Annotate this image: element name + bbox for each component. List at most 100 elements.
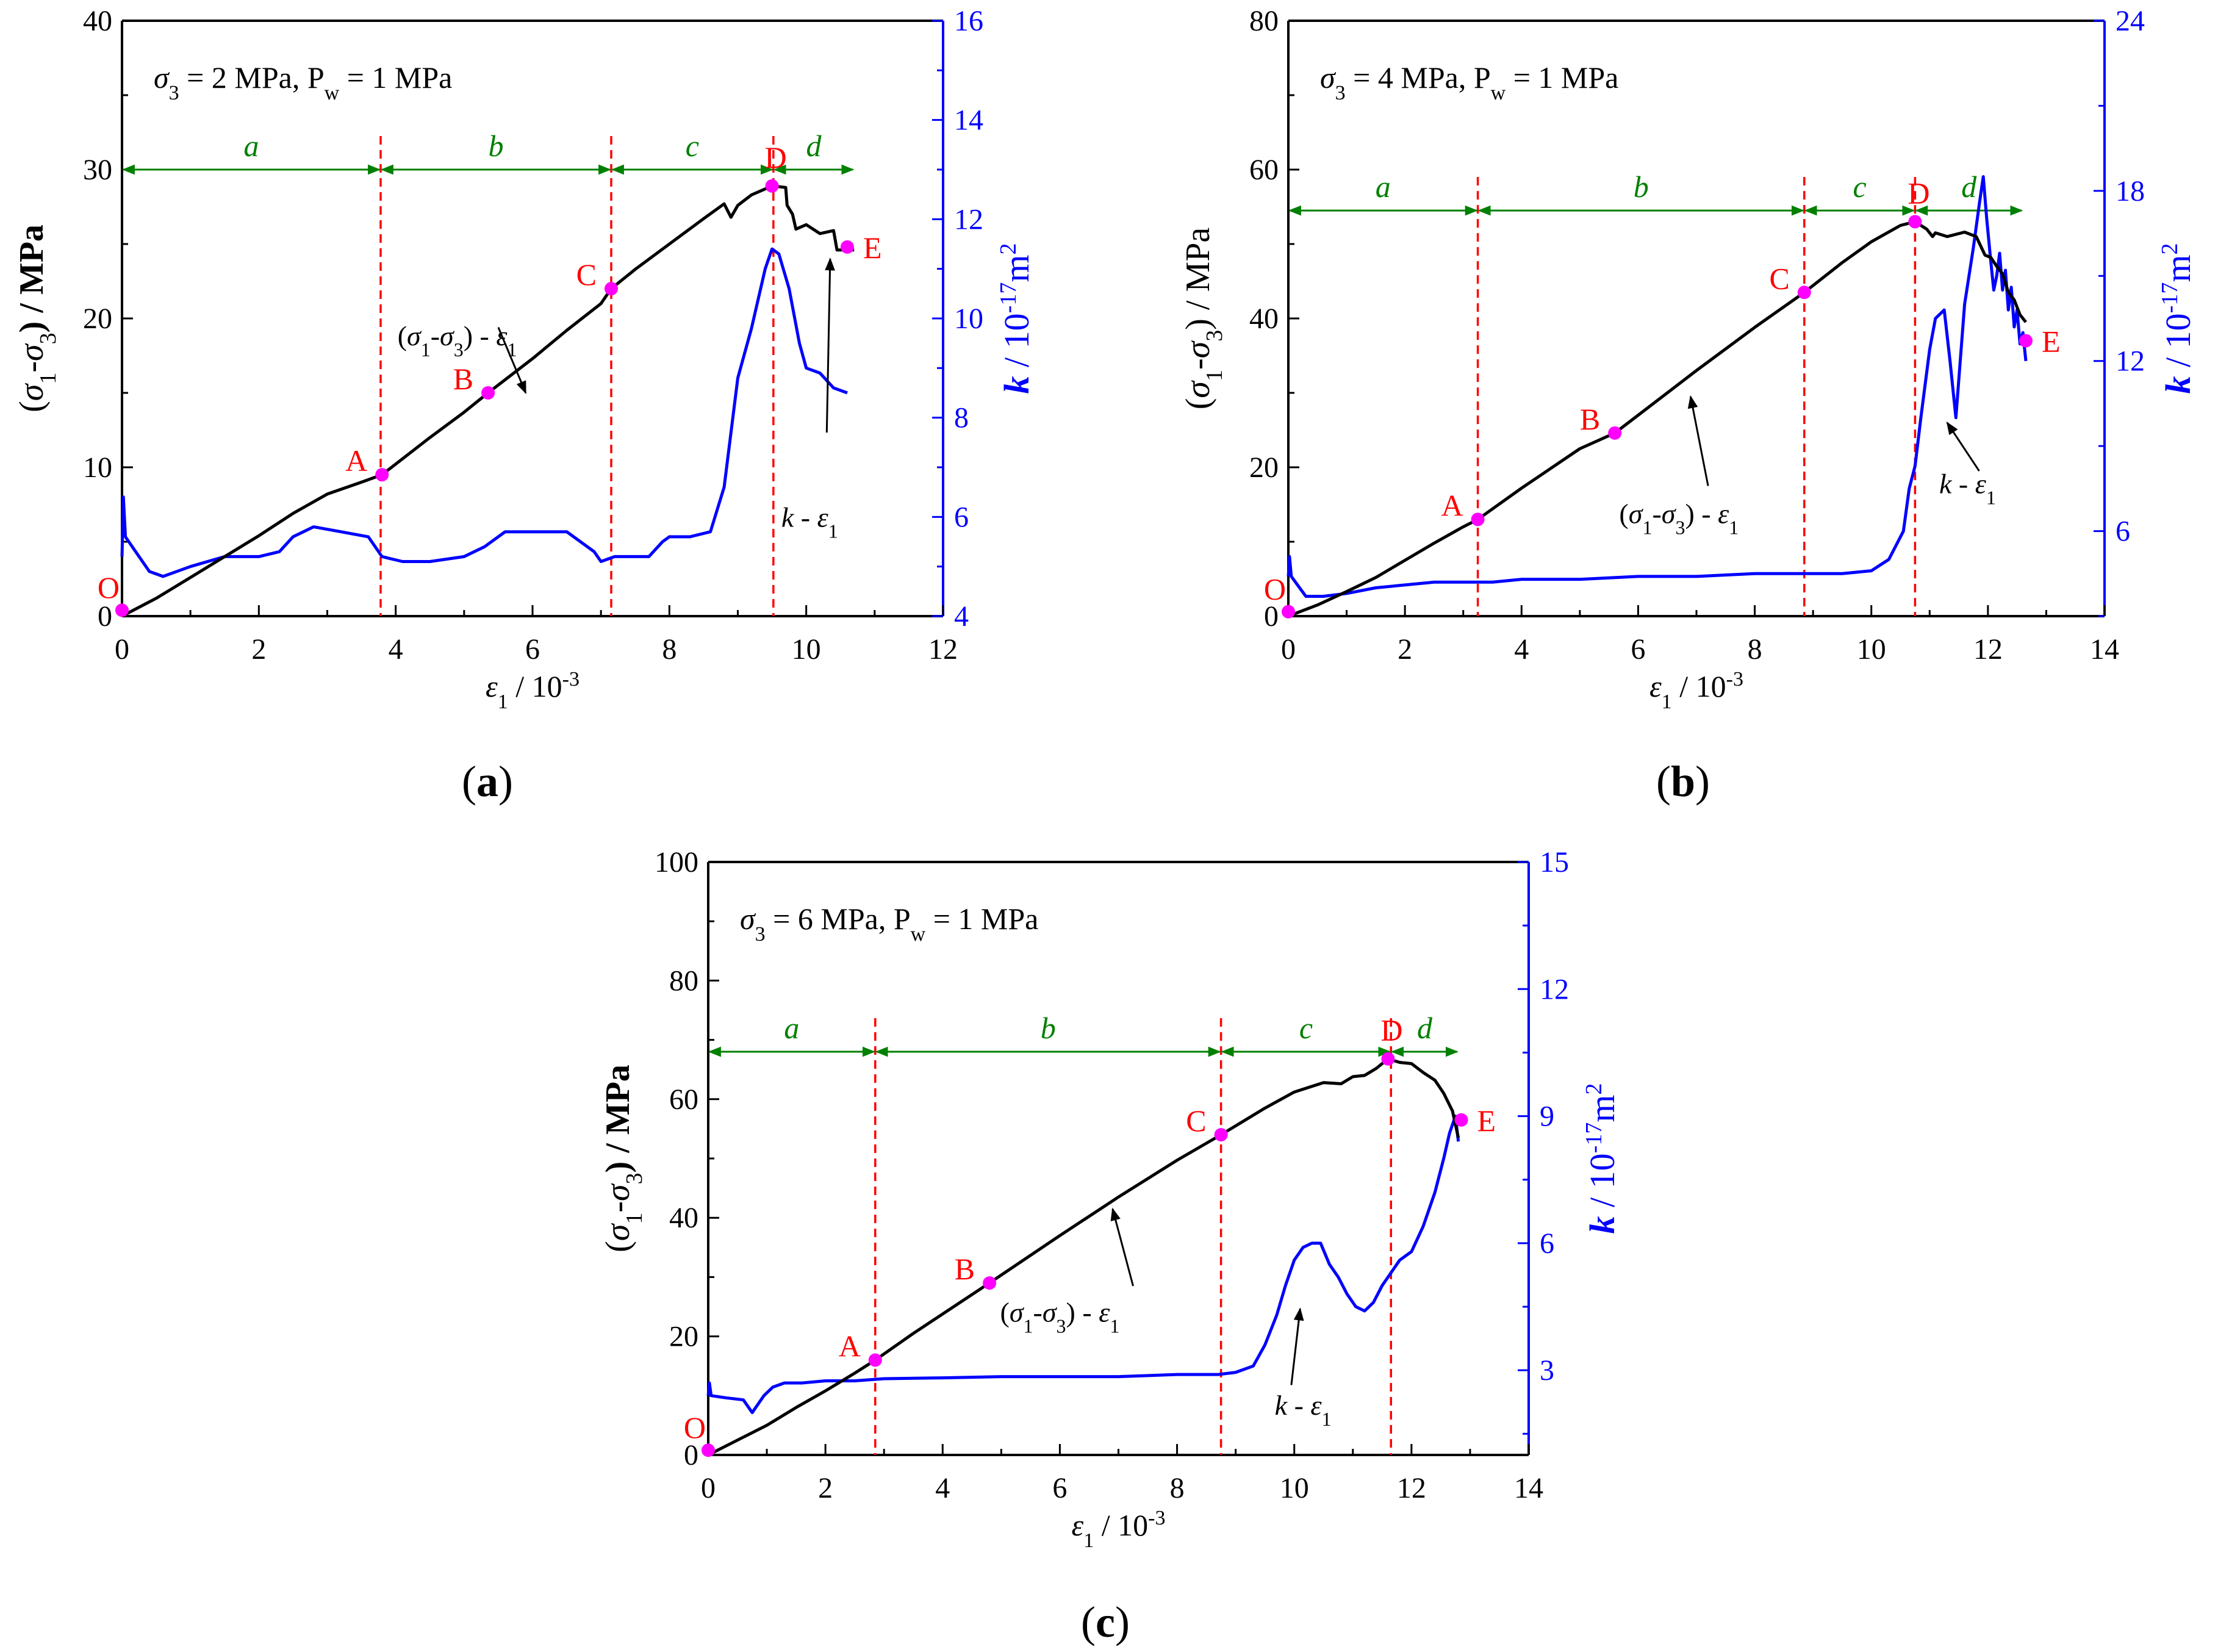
x-tick-label: 10 xyxy=(1280,1472,1309,1504)
x-axis-label: ε1 / 10-3 xyxy=(1072,1507,1166,1552)
y-left-tick-label: 10 xyxy=(83,451,112,484)
point-label-A: A xyxy=(345,444,367,478)
point-label-A: A xyxy=(1441,488,1463,522)
x-tick-label: 10 xyxy=(1857,633,1886,666)
point-marker-O xyxy=(702,1443,715,1457)
point-label-E: E xyxy=(2042,325,2061,359)
x-tick-label: 6 xyxy=(1631,633,1645,666)
y-right-tick-label: 15 xyxy=(1540,846,1569,878)
x-tick-label: 6 xyxy=(525,633,540,666)
chart-panel-c: 0 2 4 6 8 10 12 14 0 20 40 60 80 100 3 6 9 12 15 ε1 / 10-3 (… xyxy=(599,846,1622,1552)
x-tick-label: 14 xyxy=(2090,633,2119,666)
y-right-axis-label: k / 10-17m2 xyxy=(996,243,1036,394)
point-label-E: E xyxy=(1477,1104,1496,1138)
y-right-tick-label: 12 xyxy=(954,203,983,235)
stage-label-c: c xyxy=(1299,1011,1313,1045)
y-left-tick-label: 80 xyxy=(1249,5,1279,37)
caption-a: (a) xyxy=(462,757,513,806)
y-right-tick-label: 16 xyxy=(954,5,983,37)
x-tick-label: 6 xyxy=(1052,1472,1067,1504)
x-tick-label: 14 xyxy=(1514,1472,1543,1504)
point-label-O: O xyxy=(1264,572,1286,606)
point-label-D: D xyxy=(1380,1013,1402,1047)
x-tick-label: 2 xyxy=(251,633,266,666)
annotation-arrow xyxy=(497,327,527,394)
stage-label-a: a xyxy=(1376,170,1391,204)
x-tick-label: 8 xyxy=(1748,633,1762,666)
x-tick-label: 8 xyxy=(1170,1472,1185,1504)
point-label-B: B xyxy=(453,362,473,396)
x-tick-label: 4 xyxy=(389,633,403,666)
condition-label: σ3 = 4 MPa, Pw = 1 MPa xyxy=(1320,60,1618,104)
point-label-A: A xyxy=(839,1329,861,1363)
y-left-tick-label: 30 xyxy=(83,154,112,186)
x-tick-label: 12 xyxy=(928,633,958,666)
point-marker-B xyxy=(1608,426,1622,440)
permeability-curve xyxy=(706,1115,1460,1415)
y-left-tick-label: 60 xyxy=(1249,154,1279,186)
perm-curve-annotation: k - ε1 xyxy=(1275,1390,1332,1430)
x-tick-label: 0 xyxy=(701,1472,716,1504)
stress-curve-annotation: (σ1-σ3) - ε1 xyxy=(398,320,517,361)
point-label-E: E xyxy=(863,231,882,265)
point-label-C: C xyxy=(1186,1104,1206,1138)
caption-c: (c) xyxy=(1081,1598,1130,1647)
point-marker-D xyxy=(1908,215,1922,229)
y-left-tick-label: 100 xyxy=(655,846,698,878)
y-right-tick-label: 18 xyxy=(2116,175,2145,207)
point-marker-C xyxy=(1797,286,1811,300)
permeability-curve xyxy=(1287,175,2028,598)
y-left-tick-label: 40 xyxy=(83,5,112,37)
x-tick-label: 12 xyxy=(1397,1472,1426,1504)
stress-curve-annotation: (σ1-σ3) - ε1 xyxy=(1619,498,1739,539)
stress-curve xyxy=(707,1057,1460,1457)
stage-label-a: a xyxy=(243,129,259,163)
point-label-C: C xyxy=(576,257,597,292)
y-left-tick-label: 80 xyxy=(669,964,698,997)
y-left-tick-label: 0 xyxy=(684,1439,698,1471)
point-marker-A xyxy=(375,468,389,482)
stage-label-c: c xyxy=(1853,170,1866,204)
y-right-tick-label: 12 xyxy=(2116,345,2145,378)
point-label-B: B xyxy=(955,1252,975,1286)
permeability-curve xyxy=(120,247,848,578)
x-axis-label: ε1 / 10-3 xyxy=(1649,668,1743,713)
y-right-tick-label: 3 xyxy=(1540,1354,1554,1387)
annotation-arrow xyxy=(1946,422,1980,472)
x-tick-label: 2 xyxy=(1398,633,1412,666)
perm-curve-annotation: k - ε1 xyxy=(781,502,838,542)
y-left-axis-label: (σ1-σ3) / MPa xyxy=(1179,228,1227,410)
condition-label: σ3 = 6 MPa, Pw = 1 MPa xyxy=(740,902,1038,946)
y-left-tick-label: 60 xyxy=(669,1083,698,1116)
point-label-C: C xyxy=(1769,261,1789,295)
stage-label-b: b xyxy=(1634,170,1649,204)
y-right-tick-label: 6 xyxy=(954,501,969,533)
annotation-arrow xyxy=(825,257,835,433)
stress-curve-annotation: (σ1-σ3) - ε1 xyxy=(1000,1296,1120,1337)
point-label-O: O xyxy=(98,570,120,605)
stage-label-d: d xyxy=(1417,1011,1433,1045)
condition-label: σ3 = 2 MPa, Pw = 1 MPa xyxy=(154,60,452,104)
y-right-tick-label: 8 xyxy=(954,402,969,434)
x-tick-label: 4 xyxy=(935,1472,950,1504)
stage-label-d: d xyxy=(806,129,822,163)
stage-label-c: c xyxy=(686,129,699,163)
point-marker-D xyxy=(1381,1052,1395,1066)
y-right-tick-label: 24 xyxy=(2116,5,2145,37)
y-left-tick-label: 0 xyxy=(1264,600,1279,633)
x-tick-label: 12 xyxy=(1973,633,2003,666)
y-right-axis-label: k / 10-17m2 xyxy=(2157,243,2198,394)
x-tick-label: 4 xyxy=(1514,633,1529,666)
point-marker-A xyxy=(868,1353,882,1367)
stress-curve xyxy=(121,184,855,618)
y-right-tick-label: 12 xyxy=(1540,973,1569,1005)
x-tick-label: 0 xyxy=(115,633,129,666)
y-left-axis-label: (σ1-σ3) / MPa xyxy=(599,1065,647,1252)
point-marker-A xyxy=(1471,512,1485,526)
caption-b: (b) xyxy=(1656,757,1710,806)
point-marker-O xyxy=(115,603,129,617)
point-marker-B xyxy=(481,386,495,400)
y-left-tick-label: 0 xyxy=(98,600,112,633)
